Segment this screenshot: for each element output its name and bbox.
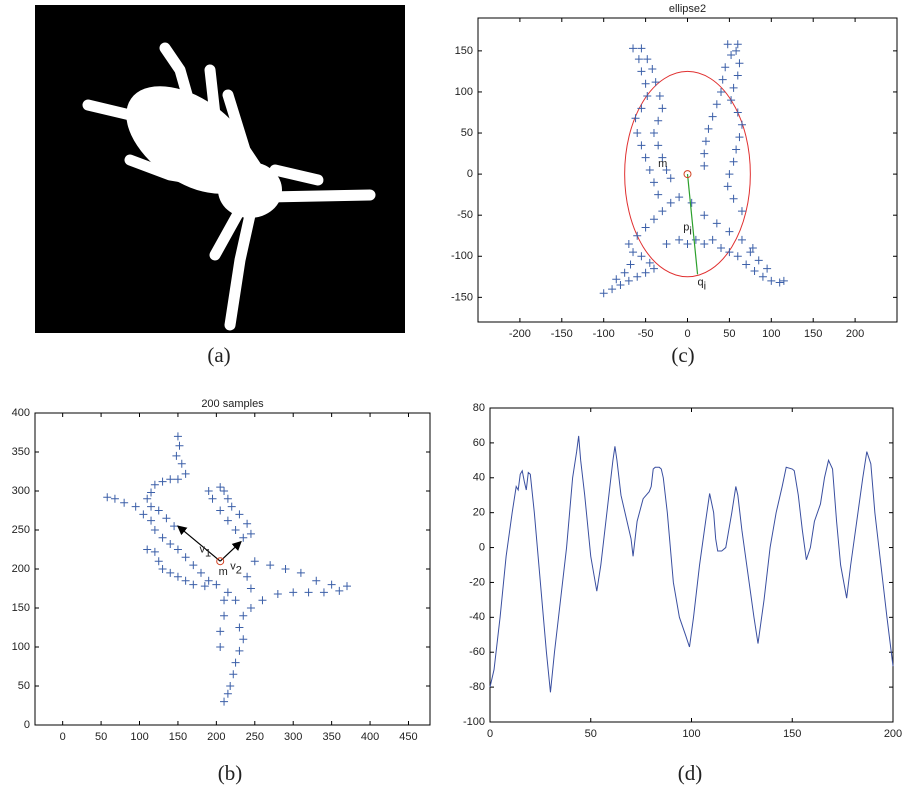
y-tick-label: -100 [463, 716, 485, 728]
y-tick-label: -60 [469, 646, 485, 658]
y-tick-label: 250 [12, 524, 30, 536]
y-tick-label: -80 [469, 681, 485, 693]
x-tick-label: 250 [246, 731, 264, 743]
y-tick-label: -50 [457, 209, 473, 221]
y-tick-label: 300 [12, 485, 30, 497]
y-tick-label: 0 [24, 719, 30, 731]
x-tick-label: 400 [361, 731, 379, 743]
y-tick-label: 60 [473, 437, 485, 449]
x-tick-label: -150 [551, 328, 573, 340]
x-tick-label: 200 [846, 328, 864, 340]
x-tick-label: 150 [783, 728, 801, 740]
y-tick-label: 40 [473, 472, 485, 484]
beetle-image [35, 5, 405, 333]
chart-title: ellipse2 [669, 3, 706, 15]
x-tick-label: 100 [762, 328, 780, 340]
y-tick-label: -150 [451, 291, 473, 303]
y-tick-label: 100 [455, 86, 473, 98]
y-tick-label: 20 [473, 507, 485, 519]
x-tick-label: 0 [684, 328, 690, 340]
y-tick-label: 50 [18, 680, 30, 692]
x-tick-label: 100 [130, 731, 148, 743]
y-tick-label: 400 [12, 407, 30, 419]
annotation: m [219, 566, 228, 578]
annotation-subscript: 2 [236, 565, 242, 577]
x-tick-label: 200 [207, 731, 225, 743]
y-tick-label: 80 [473, 402, 485, 414]
figure: (a)(b)200 samples05010015020025030035040… [0, 0, 903, 793]
x-tick-label: -100 [593, 328, 615, 340]
x-tick-label: 50 [95, 731, 107, 743]
y-tick-label: 350 [12, 446, 30, 458]
annotation: m [658, 158, 667, 170]
x-tick-label: -50 [638, 328, 654, 340]
x-tick-label: 200 [884, 728, 902, 740]
chart-title: 200 samples [201, 398, 264, 410]
x-tick-label: 300 [284, 731, 302, 743]
y-tick-label: 50 [461, 127, 473, 139]
y-tick-label: 100 [12, 641, 30, 653]
caption: (b) [218, 761, 243, 785]
x-tick-label: 350 [322, 731, 340, 743]
annotation-subscript: i [704, 280, 706, 292]
y-tick-label: 150 [455, 45, 473, 57]
y-tick-label: 0 [479, 541, 485, 553]
y-tick-label: 150 [12, 602, 30, 614]
y-tick-label: -20 [469, 576, 485, 588]
y-tick-label: -100 [451, 250, 473, 262]
x-tick-label: 150 [169, 731, 187, 743]
x-tick-label: 150 [804, 328, 822, 340]
caption: (d) [678, 761, 703, 785]
x-tick-label: 50 [585, 728, 597, 740]
caption: (a) [207, 343, 230, 367]
x-tick-label: 100 [682, 728, 700, 740]
plot-frame [490, 408, 893, 722]
y-tick-label: 0 [467, 168, 473, 180]
x-tick-label: 0 [487, 728, 493, 740]
x-tick-label: 450 [399, 731, 417, 743]
annotation-subscript: 1 [205, 547, 211, 559]
y-tick-label: -40 [469, 611, 485, 623]
caption: (c) [671, 343, 694, 367]
y-tick-label: 200 [12, 563, 30, 575]
x-tick-label: 0 [60, 731, 66, 743]
annotation-subscript: i [689, 225, 691, 237]
x-tick-label: -200 [509, 328, 531, 340]
x-tick-label: 50 [723, 328, 735, 340]
